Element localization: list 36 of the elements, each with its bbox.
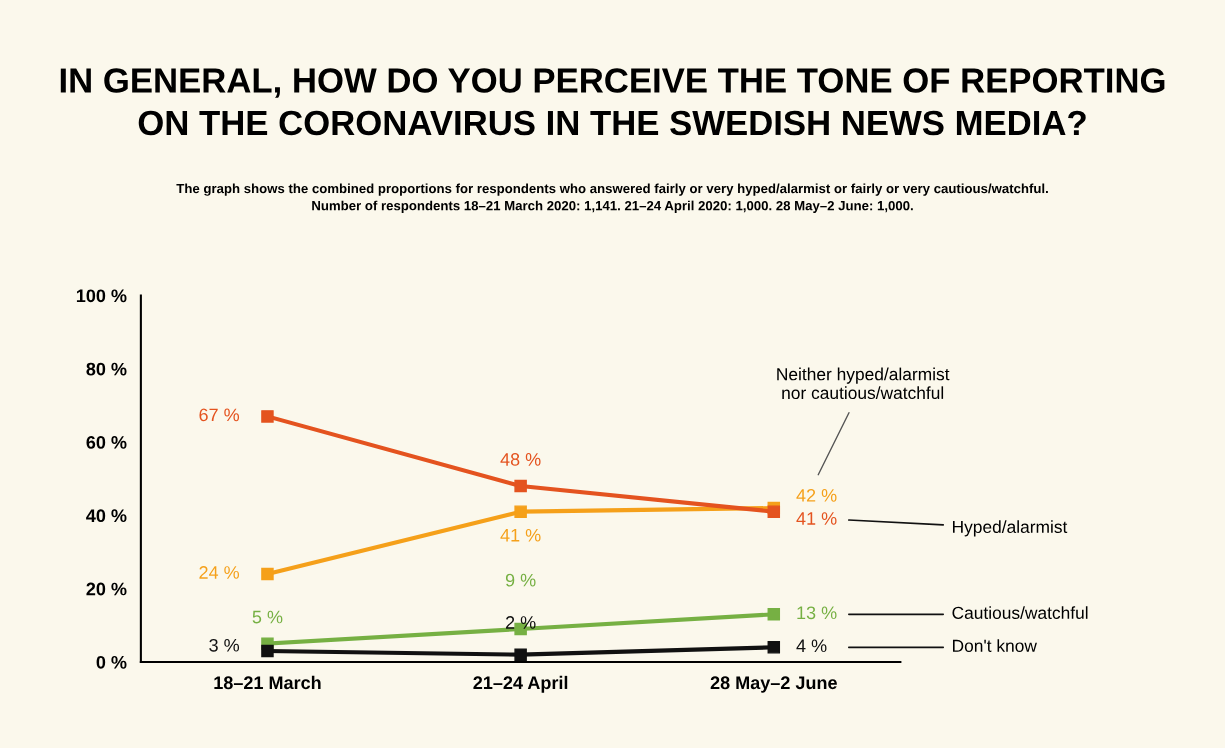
text: Hyped/alarmist bbox=[952, 520, 1068, 537]
point bbox=[261, 567, 274, 581]
point bbox=[261, 410, 274, 423]
text: Don't know bbox=[952, 639, 1037, 652]
point bbox=[514, 505, 527, 518]
x-tick-label: 18–21 March bbox=[214, 675, 321, 690]
y-tick-label: 40 % bbox=[86, 509, 127, 523]
point bbox=[514, 648, 527, 661]
data-label: 48 % bbox=[500, 453, 541, 466]
y-tick-label: 0 % bbox=[96, 655, 127, 669]
data-label: 5 % bbox=[252, 610, 283, 624]
point bbox=[261, 644, 274, 658]
data-label: 4 % bbox=[796, 639, 827, 653]
point bbox=[767, 505, 781, 518]
data-label: 41 % bbox=[796, 512, 837, 525]
data-label: 3 % bbox=[209, 638, 240, 652]
y-tick-label: 80 % bbox=[86, 362, 127, 376]
y-tick-label: 60 % bbox=[86, 436, 127, 449]
data-label: 24 % bbox=[199, 566, 240, 579]
data-label: 13 % bbox=[797, 606, 837, 620]
point bbox=[767, 608, 781, 621]
data-label: 2 % bbox=[505, 616, 536, 629]
point bbox=[514, 479, 527, 493]
data-label: 42 % bbox=[796, 488, 837, 502]
text: Neither hyped/alarmist nor cautious/watchful bbox=[777, 367, 950, 400]
data-label: 67 % bbox=[199, 408, 240, 422]
text: Cautious/watchful bbox=[952, 606, 1088, 619]
y-tick-label: 100 % bbox=[76, 289, 127, 303]
point bbox=[767, 641, 781, 654]
x-tick-label: 28 May–2 June bbox=[710, 676, 837, 693]
chart-title: IN GENERAL, HOW DO YOU PERCEIVE THE TONE OF REPORTING ON THE CORONAVIRUS IN THE SWEDISH NEWS MEDIA? bbox=[60, 68, 1165, 136]
x-tick-label: 21–24 April bbox=[473, 675, 568, 693]
data-label: 41 % bbox=[500, 528, 541, 542]
data-label: 9 % bbox=[505, 573, 536, 587]
chart-subtitle: The graph shows the combined proportions for respondents who answered fairly or very hyped/alarmist or fairly or very cautious/watchful. Number of respondents 18–21 March 2020: 1,141. 21–24 April 2020: 1,000. 28 May–2 June: 1,000. bbox=[176, 183, 1048, 213]
y-tick-label: 20 % bbox=[86, 582, 127, 596]
